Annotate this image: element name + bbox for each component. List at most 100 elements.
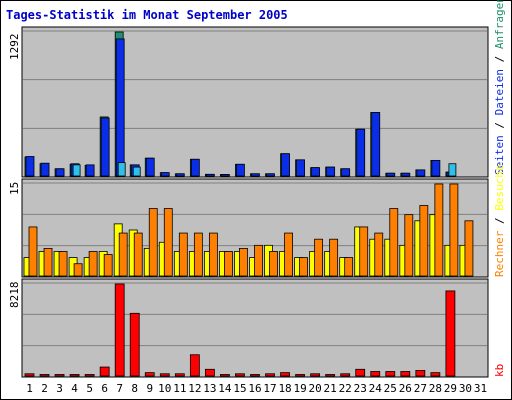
bar-dateien <box>40 162 50 177</box>
x-tick-day: 2 <box>41 382 48 395</box>
legend-dateien: Dateien <box>493 69 506 115</box>
bar-kb <box>325 374 336 377</box>
bar-kb <box>144 372 155 377</box>
bar-rechner <box>404 214 414 277</box>
x-tick-day: 18 <box>278 382 291 395</box>
bar-rechner <box>359 226 369 277</box>
bar-dateien <box>55 168 65 177</box>
bar-rechner <box>464 220 474 277</box>
bar-rechner <box>88 251 98 277</box>
bar-dateien <box>311 167 321 177</box>
bar-seiten <box>448 163 457 177</box>
x-tick-day: 14 <box>218 382 232 395</box>
y-max-top: 1292 <box>8 34 21 61</box>
bar-kb <box>310 373 321 377</box>
bar-kb <box>69 374 80 377</box>
bar-rechner <box>374 232 384 277</box>
bar-kb <box>54 374 65 377</box>
x-tick-day: 4 <box>71 382 78 395</box>
legend-kb: kb <box>493 364 506 377</box>
legend-top: Seiten / Dateien / Anfragen <box>493 0 506 175</box>
x-tick-day: 28 <box>429 382 442 395</box>
bar-dateien <box>221 174 230 177</box>
bar-dateien <box>160 172 170 177</box>
bar-dateien <box>190 158 200 177</box>
bar-dateien <box>205 173 215 177</box>
bar-rechner <box>43 247 53 277</box>
bar-kb <box>189 354 200 377</box>
x-tick-day: 29 <box>444 382 457 395</box>
bar-rechner <box>103 254 113 277</box>
bar-dateien <box>296 159 305 177</box>
bar-kb <box>415 370 426 377</box>
bar-rechner <box>163 208 173 277</box>
x-tick-day: 25 <box>384 382 397 395</box>
bar-rechner <box>389 208 399 277</box>
panel-top <box>21 26 489 178</box>
x-tick-labels: 1 2 3 4 5 6 7 8 9 10 11 12 13 14 15 16 17 18 19 20 21 22 23 24 2… <box>26 382 487 395</box>
x-tick-day: 1 <box>26 382 33 395</box>
x-tick-day: 15 <box>233 382 246 395</box>
bar-seiten <box>132 166 141 177</box>
legend-besuche: Besuche <box>493 164 506 210</box>
x-tick-day: 31 <box>474 382 487 395</box>
x-tick-day: 24 <box>369 382 383 395</box>
bar-dateien <box>386 172 396 177</box>
y-max-middle: 15 <box>8 182 21 195</box>
bar-kb <box>159 373 170 377</box>
bar-kb <box>385 371 396 377</box>
x-tick-day: 7 <box>116 382 123 395</box>
bar-kb <box>430 372 441 377</box>
bar-kb <box>265 373 275 377</box>
bar-kb <box>174 373 185 377</box>
bar-dateien <box>401 172 411 177</box>
bar-dateien <box>266 173 275 177</box>
x-tick-day: 6 <box>101 382 108 395</box>
bar-dateien <box>431 159 441 177</box>
bar-rechner <box>449 183 459 277</box>
bar-rechner <box>434 183 444 277</box>
bar-rechner <box>299 257 308 277</box>
x-tick-day: 11 <box>173 382 186 395</box>
bar-rechner <box>208 232 218 277</box>
x-tick-day: 17 <box>263 382 276 395</box>
chart-title: Tages-Statistik im Monat September 2005 <box>6 8 288 22</box>
bar-dateien <box>85 164 95 177</box>
legend-middle: Rechner / Besuche <box>493 164 506 277</box>
bar-rechner <box>73 263 83 277</box>
bar-dateien <box>145 157 155 177</box>
bar-rechner <box>118 232 128 277</box>
bar-rechner <box>148 208 158 277</box>
bar-rechner <box>344 257 354 277</box>
bar-kb <box>355 368 366 377</box>
bar-kb <box>400 371 411 377</box>
x-tick-day: 23 <box>354 382 367 395</box>
bar-kb <box>250 374 260 377</box>
bar-rechner <box>314 238 324 277</box>
bar-kb <box>129 312 140 377</box>
x-tick-day: 13 <box>203 382 216 395</box>
x-tick-day: 16 <box>248 382 261 395</box>
bar-dateien <box>371 112 381 177</box>
bars-layer <box>23 31 474 377</box>
x-tick-day: 21 <box>324 382 337 395</box>
x-tick-day: 10 <box>158 382 171 395</box>
bar-rechner <box>58 251 68 277</box>
bar-kb <box>114 283 125 377</box>
panel-bottom <box>21 278 489 378</box>
bar-kb <box>220 374 230 377</box>
bar-seiten <box>117 162 126 177</box>
bar-rechner <box>419 205 429 277</box>
bar-dateien <box>175 173 185 177</box>
bar-dateien <box>341 168 351 177</box>
x-tick-day: 27 <box>414 382 427 395</box>
bar-dateien <box>251 173 260 177</box>
bar-seiten <box>72 164 81 177</box>
bar-rechner <box>133 232 143 277</box>
bar-kb <box>84 374 95 377</box>
bar-dateien <box>326 166 336 177</box>
x-tick-day: 3 <box>56 382 63 395</box>
x-tick-day: 5 <box>86 382 93 395</box>
bar-dateien <box>115 38 125 177</box>
